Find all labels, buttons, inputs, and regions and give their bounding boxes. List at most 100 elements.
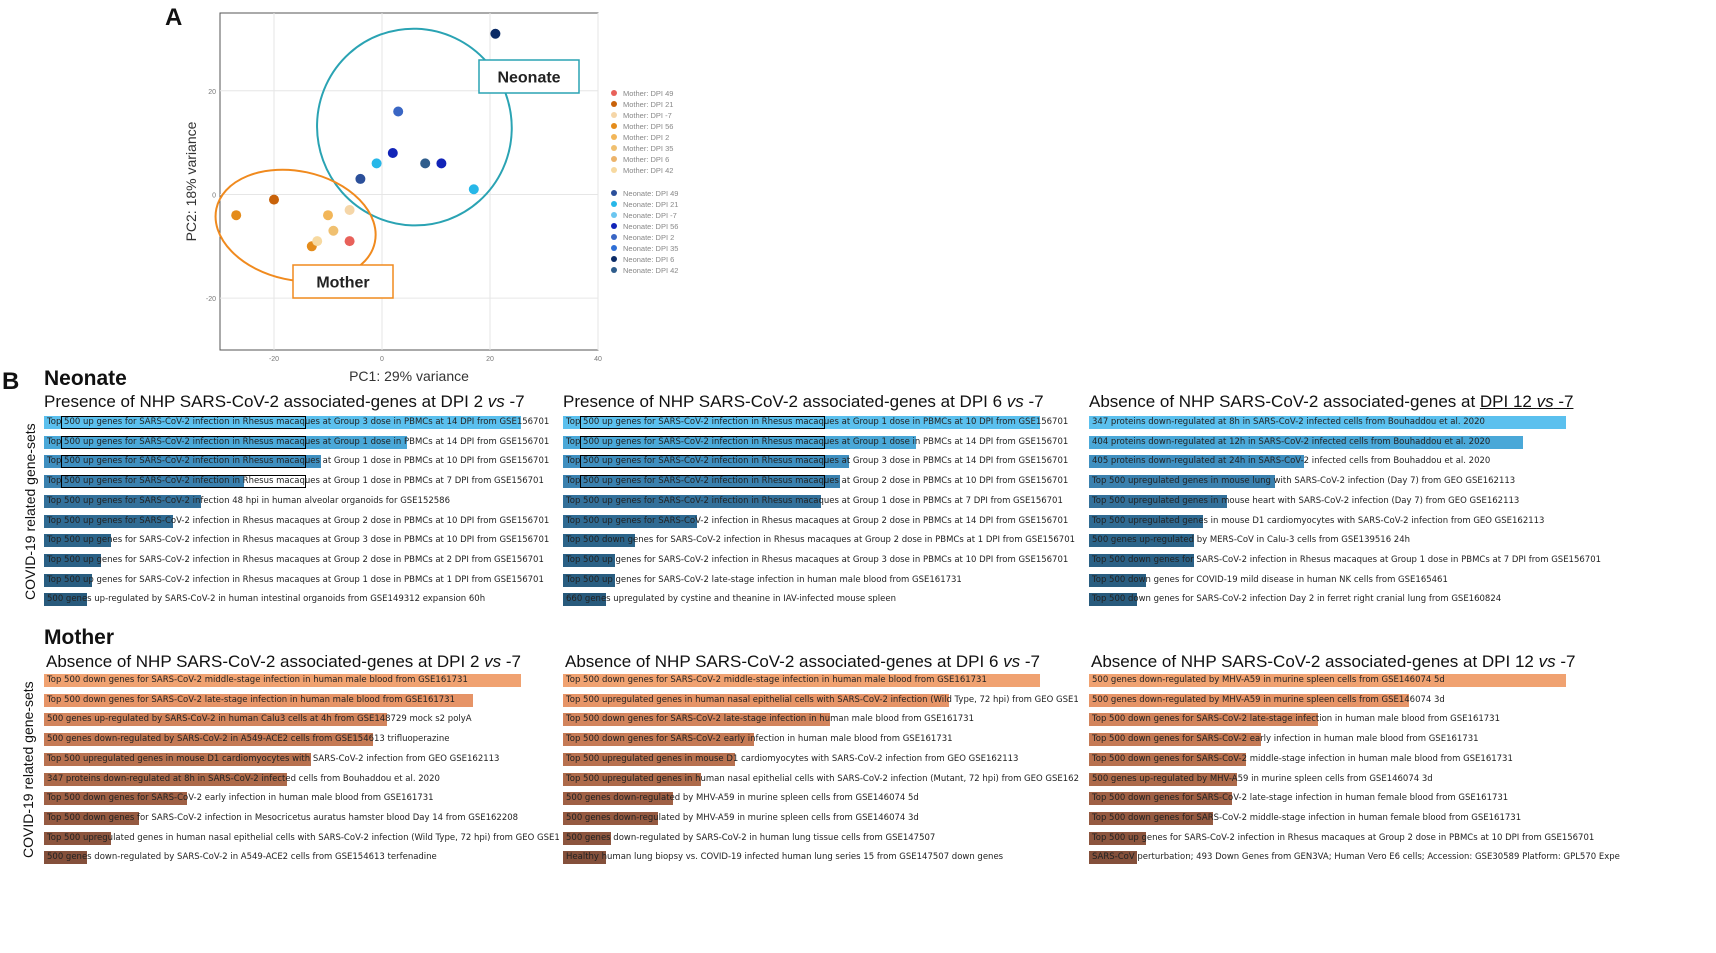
enrichment-bar <box>1089 573 1146 587</box>
enrichment-bar <box>44 831 111 845</box>
gene-set-label: Top 500 down genes for SARS-CoV-2 middle… <box>47 675 468 685</box>
enrichment-bar <box>563 792 673 806</box>
bar-row: Top 500 down genes for SARS-CoV-2 late-s… <box>563 713 1080 727</box>
bar-row: 347 proteins down-regulated at 8h in SAR… <box>1089 416 1606 429</box>
mother-chart-3-title: Absence of NHP SARS-CoV-2 associated-gen… <box>1091 652 1576 671</box>
highlight-box <box>61 435 306 449</box>
mother-section-title: Mother <box>44 626 114 649</box>
bar-row: 500 genes down-regulated by MHV-A59 in m… <box>1089 674 1606 687</box>
gene-set-label: 500 genes down-regulated by MHV-A59 in m… <box>566 812 919 823</box>
gene-set-label: 500 genes down-regulated by SARS-CoV-2 i… <box>566 832 936 843</box>
gene-set-label: Top 500 down genes for SARS-CoV-2 middle… <box>566 675 987 685</box>
bar-row: Top 500 up genes for SARS-CoV-2 infectio… <box>44 494 561 508</box>
legend-swatch <box>611 212 617 218</box>
bar-row: Top 500 upregulated genes in mouse heart… <box>1089 494 1606 508</box>
legend-entry: Mother: DPI 42 <box>623 166 673 175</box>
bar-row: Top 500 up genes for SARS-CoV-2 infectio… <box>44 455 561 469</box>
bar-row: Top 500 down genes for SARS-CoV-2 infect… <box>1089 553 1606 567</box>
bar-row: Top 500 up genes for SARS-CoV-2 infectio… <box>563 435 1080 449</box>
gene-set-label: Top 500 up genes for SARS-CoV-2 infectio… <box>566 417 1069 427</box>
bar-row: Top 500 up genes for SARS-CoV-2 infectio… <box>563 514 1080 528</box>
enrichment-bar <box>563 713 830 727</box>
bar-row: Top 500 down genes for SARS-CoV-2 infect… <box>44 811 561 825</box>
gene-set-label: Top 500 upregulated genes in mouse D1 ca… <box>566 753 1019 764</box>
bar-row: Top 500 down genes for SARS-CoV-2 early … <box>1089 733 1606 747</box>
gene-set-label: 405 proteins down-regulated at 24h in SA… <box>1092 456 1491 467</box>
enrichment-bar <box>563 534 635 548</box>
bar-row: Top 500 up genes for SARS-CoV-2 late-sta… <box>563 573 1080 587</box>
gene-set-label: 500 genes down-regulated by SARS-CoV-2 i… <box>47 852 437 863</box>
neonate-chart-1-title: Presence of NHP SARS-CoV-2 associated-ge… <box>44 392 525 411</box>
mother-group-label: Mother <box>316 275 369 292</box>
gene-set-label: Top 500 up genes for SARS-CoV-2 infectio… <box>47 554 544 565</box>
bar-row: 500 genes down-regulated by SARS-CoV-2 i… <box>563 831 1080 845</box>
pca-scatter-plot: -20 0 20 40 20 0 -20 PC1: 29% variance PC2: 18% … <box>183 12 678 383</box>
gene-set-label: Top 500 upregulated genes in human nasal… <box>566 694 1079 705</box>
gene-set-label: Top 500 down genes for SARS-CoV-2 infect… <box>1092 594 1502 605</box>
bar-row: 500 genes down-regulated by MHV-A59 in m… <box>563 811 1080 825</box>
bar-row: Top 500 up genes for SARS-CoV-2 infectio… <box>44 534 561 548</box>
enrichment-bar <box>44 534 111 548</box>
enrichment-bar <box>44 553 101 567</box>
gene-set-label: 500 genes down-regulated by MHV-A59 in m… <box>566 793 919 804</box>
bar-row: Top 500 up genes for SARS-CoV-2 infectio… <box>563 475 1080 489</box>
legend-entry: Mother: DPI 21 <box>623 100 673 109</box>
bar-row: Top 500 upregulated genes in mouse lung … <box>1089 475 1606 489</box>
gene-set-label: Top 500 upregulated genes in mouse D1 ca… <box>47 753 500 764</box>
data-point <box>323 210 333 221</box>
bar-row: Top 500 upregulated genes in mouse D1 ca… <box>563 752 1080 766</box>
data-point <box>371 158 382 169</box>
bar-row: 500 genes down-regulated by SARS-CoV-2 i… <box>44 851 561 865</box>
neonate-ellipse <box>316 27 513 227</box>
enrichment-bar <box>1089 455 1304 469</box>
enrichment-bar <box>563 593 606 607</box>
enrichment-bar <box>1089 831 1146 845</box>
enrichment-bar <box>563 416 1040 429</box>
panel-a-letter: A <box>165 4 183 31</box>
enrichment-bar <box>44 733 373 747</box>
bar-row: 500 genes down-regulated by MHV-A59 in m… <box>1089 693 1606 707</box>
gene-set-label: Top 500 up genes for SARS-CoV-2 infectio… <box>566 515 1069 526</box>
enrichment-bar <box>1089 752 1246 766</box>
enrichment-bar <box>44 593 87 607</box>
legend-entry: Neonate: DPI 2 <box>623 233 674 242</box>
y-tick-label: -20 <box>206 296 216 303</box>
legend-entry: Mother: DPI 56 <box>623 122 673 131</box>
gene-set-label: Top 500 up genes for SARS-CoV-2 infectio… <box>566 476 1069 487</box>
gene-set-label: Top 500 up genes for SARS-CoV-2 infectio… <box>47 535 550 546</box>
y-axis-label: PC2: 18% variance <box>183 121 199 241</box>
bar-row: Top 500 up genes for SARS-CoV-2 infectio… <box>44 416 561 429</box>
bar-row: 500 genes up-regulated by SARS-CoV-2 in … <box>44 713 561 727</box>
enrichment-bar <box>563 514 697 528</box>
gene-set-label: Top 500 down genes for SARS-CoV-2 middle… <box>1092 753 1513 764</box>
bar-row: Top 500 up genes for SARS-CoV-2 infectio… <box>563 416 1080 429</box>
gene-set-label: Top 500 up genes for SARS-CoV-2 infectio… <box>566 436 1069 447</box>
mother-y-axis-label: COVID-19 related gene-sets <box>20 681 36 858</box>
enrichment-bar <box>1089 494 1227 508</box>
y-tick-label: 20 <box>208 89 216 96</box>
data-point <box>355 173 366 184</box>
bar-row: Top 500 up genes for SARS-CoV-2 infectio… <box>44 435 561 449</box>
enrichment-bar <box>44 416 521 429</box>
data-point <box>387 147 398 158</box>
gene-set-label: Top 500 up genes for SARS-CoV-2 infectio… <box>47 456 550 467</box>
neonate-chart-3-title: Absence of NHP SARS-CoV-2 associated-gen… <box>1089 392 1574 411</box>
bar-row: 500 genes down-regulated by MHV-A59 in m… <box>563 792 1080 806</box>
neonate-y-axis-label: COVID-19 related gene-sets <box>22 423 38 600</box>
x-tick-label: 0 <box>380 356 384 363</box>
gene-set-label: Top 500 upregulated genes in mouse lung … <box>1092 476 1516 487</box>
enrichment-bar <box>563 772 701 786</box>
bar-row: Top 500 down genes for COVID-19 mild dis… <box>1089 573 1606 587</box>
data-point <box>436 158 447 169</box>
legend-entry: Mother: DPI 49 <box>623 89 673 98</box>
bar-row: 500 genes up-regulated by SARS-CoV-2 in … <box>44 593 561 607</box>
data-point <box>312 236 323 247</box>
legend-swatch <box>611 267 617 273</box>
enrichment-bar <box>563 435 916 449</box>
bar-row: Top 500 up genes for SARS-CoV-2 infectio… <box>563 455 1080 469</box>
x-tick-label: 20 <box>486 356 494 363</box>
legend-entry: Mother: DPI -7 <box>623 111 672 120</box>
bar-row: Top 500 upregulated genes in mouse D1 ca… <box>1089 514 1606 528</box>
bar-row: Top 500 up genes for SARS-CoV-2 infectio… <box>563 494 1080 508</box>
enrichment-bar <box>1089 514 1203 528</box>
